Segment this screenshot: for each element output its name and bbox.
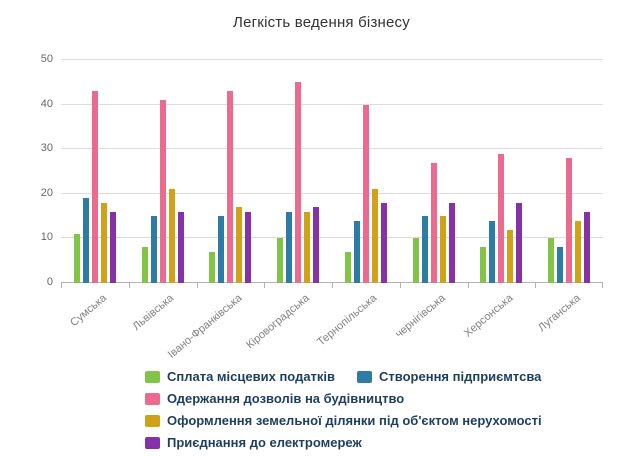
x-category-label: Сумська <box>67 292 109 330</box>
y-axis: 0 10 20 30 40 50 <box>0 53 53 288</box>
legend-item[interactable]: Приєднання до електромереж <box>145 435 362 450</box>
bar <box>304 211 311 283</box>
bar <box>236 207 243 283</box>
bar-group <box>197 60 265 283</box>
legend-label: Створення підприємтсва <box>379 369 542 384</box>
x-category-label: Тернопільська <box>315 292 380 349</box>
x-tick <box>197 283 198 288</box>
y-tick-label: 50 <box>40 53 53 65</box>
x-tick <box>129 283 130 288</box>
bar <box>480 247 487 283</box>
bar <box>159 100 166 283</box>
legend-label: Оформлення земельної ділянки під об'єкто… <box>167 413 542 428</box>
bar <box>91 91 98 283</box>
plot-area <box>61 59 603 283</box>
x-axis-line <box>61 282 603 283</box>
x-category-label: Івано-Франківська <box>165 292 245 361</box>
legend-item[interactable]: Сплата місцевих податків <box>145 369 335 384</box>
bar <box>371 189 378 283</box>
chart-title: Легкість ведення бізнесу <box>233 14 410 31</box>
x-tick <box>332 283 333 288</box>
gridline <box>61 59 603 60</box>
legend-swatch-icon <box>357 370 373 383</box>
bar <box>557 247 564 283</box>
bar <box>100 202 107 283</box>
bar <box>516 202 523 283</box>
x-category-label: чернігівська <box>392 292 448 341</box>
bar <box>227 91 234 283</box>
bar <box>295 82 302 283</box>
bar-group <box>400 60 468 283</box>
bar <box>277 238 284 283</box>
bar <box>362 104 369 283</box>
bar <box>344 251 351 283</box>
bar <box>430 162 437 283</box>
bar <box>177 211 184 283</box>
legend-swatch-icon <box>145 370 160 383</box>
bar-group <box>129 60 197 283</box>
bar <box>218 216 225 283</box>
legend-item[interactable]: Оформлення земельної ділянки під об'єкто… <box>145 413 542 428</box>
bar <box>245 211 252 283</box>
x-tick <box>468 283 469 288</box>
x-tick <box>400 283 401 288</box>
legend-label: Приєднання до електромереж <box>167 435 362 450</box>
x-category-label: Луганська <box>535 292 583 335</box>
x-tick <box>602 283 603 288</box>
x-axis <box>61 283 603 288</box>
bar-groups <box>61 60 603 283</box>
bar <box>168 189 175 283</box>
bar <box>548 238 555 283</box>
bar-group <box>468 60 536 283</box>
bar <box>584 211 591 283</box>
y-tick-label: 20 <box>40 186 53 199</box>
y-tick-label: 10 <box>40 231 53 244</box>
bar <box>209 251 216 283</box>
bar <box>313 207 320 283</box>
x-category-label: Львівська <box>130 292 177 333</box>
bar <box>150 216 157 283</box>
bar <box>82 198 89 283</box>
bar <box>498 153 505 283</box>
y-tick-label: 0 <box>46 276 53 288</box>
bar <box>489 220 496 283</box>
gridline <box>61 237 603 239</box>
legend-swatch-icon <box>145 414 160 427</box>
legend-item[interactable]: Одержання дозволів на будівництво <box>145 391 404 406</box>
bar <box>141 247 148 283</box>
bar-group <box>61 60 129 283</box>
x-category-label: Кіровоградська <box>244 292 312 352</box>
gridline <box>61 103 603 105</box>
y-tick-label: 30 <box>40 142 53 155</box>
bar <box>448 202 455 283</box>
x-tick <box>535 283 536 288</box>
legend-swatch-icon <box>145 436 160 449</box>
x-category-label: Херсонська <box>461 292 516 340</box>
legend-swatch-icon <box>145 392 160 405</box>
bar <box>412 238 419 283</box>
bar-group <box>535 60 603 283</box>
legend-item[interactable]: Створення підприємтсва <box>357 369 541 384</box>
y-tick-label: 40 <box>40 97 53 110</box>
legend: Сплата місцевих податків Створення підпри… <box>145 369 585 450</box>
bar-group <box>332 60 400 283</box>
bar <box>566 158 573 283</box>
bar <box>73 233 80 283</box>
bar <box>380 202 387 283</box>
bar-group <box>264 60 332 283</box>
bar <box>421 216 428 283</box>
bar <box>439 216 446 283</box>
bar <box>507 229 514 283</box>
legend-label: Одержання дозволів на будівництво <box>167 391 405 406</box>
legend-label: Сплата місцевих податків <box>167 369 336 384</box>
x-tick <box>264 283 265 288</box>
bar <box>286 211 293 283</box>
bar <box>575 220 582 283</box>
gridline <box>61 148 603 150</box>
gridline <box>61 192 603 194</box>
x-tick <box>61 283 62 288</box>
bar <box>109 211 116 283</box>
bar <box>353 220 360 283</box>
